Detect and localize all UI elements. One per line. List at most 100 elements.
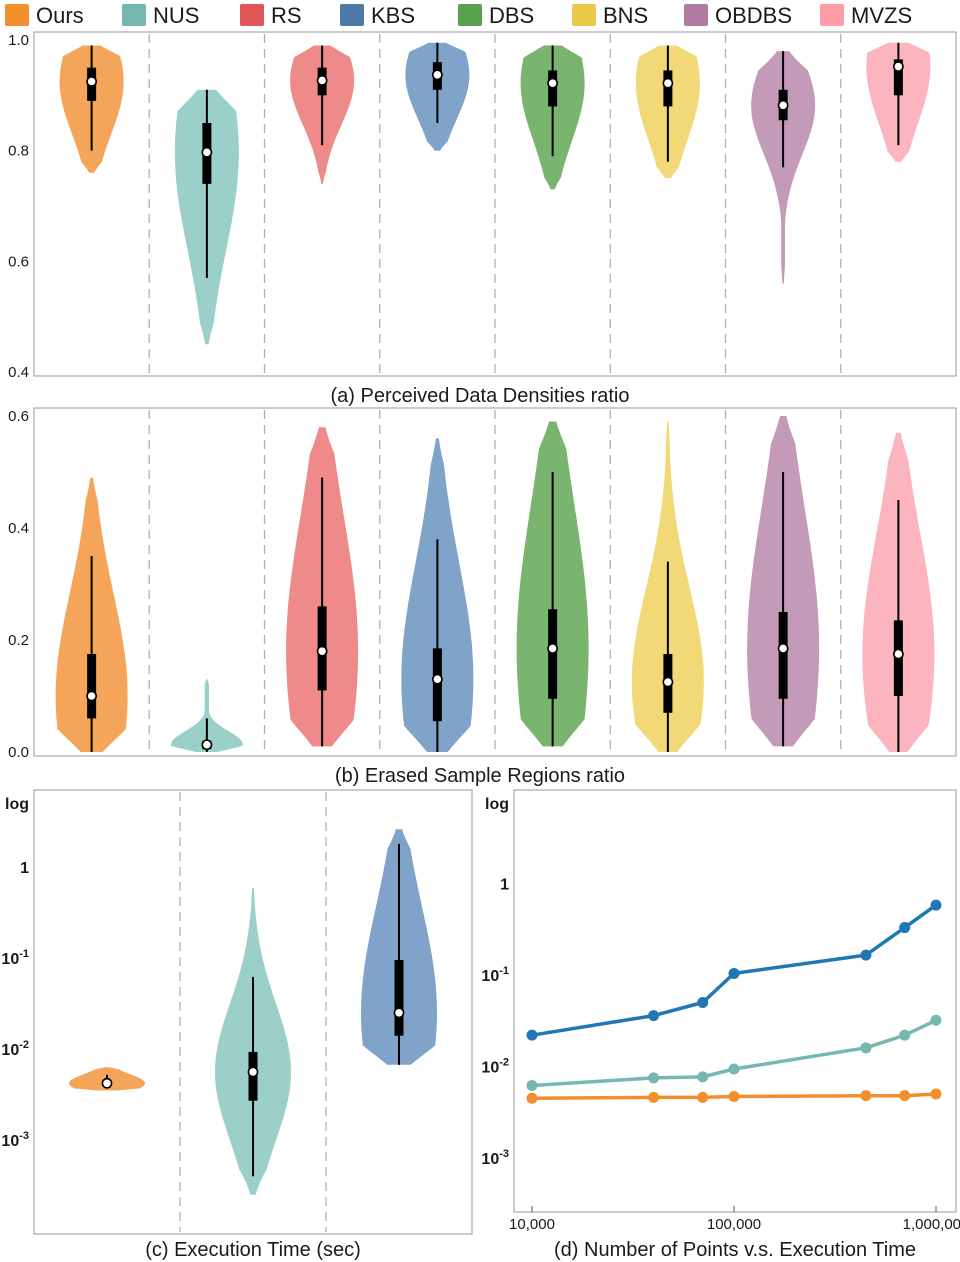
series-line-1 [531, 1018, 937, 1088]
legend-label-dbs: DBS [489, 3, 534, 28]
series-0-point-1 [648, 1010, 660, 1022]
median-dot-ours [86, 76, 98, 87]
y-axis-label: log [5, 796, 29, 813]
y-tick-label: 10-1 [481, 965, 509, 985]
median-dot-mvzs [892, 61, 904, 72]
violin-nus [170, 679, 243, 752]
panel-caption: (c) Execution Time (sec) [145, 1239, 361, 1261]
y-axis-label: log [485, 796, 509, 813]
legend-swatch-obdbs [684, 4, 708, 26]
legend-swatch-mvzs [820, 4, 844, 26]
series-0-point-5 [899, 922, 911, 934]
violin-obdbs [751, 51, 816, 284]
x-tick-label: 10,000 [509, 1216, 555, 1233]
median-dot-kbs [393, 1007, 405, 1019]
y-tick-label: 1 [20, 860, 29, 877]
median-dot-rs [316, 74, 328, 86]
legend-label-rs: RS [271, 3, 302, 28]
plot-frame [33, 789, 473, 1235]
median-dot-bns [662, 77, 674, 89]
panel-a-violin-chart: 0.4 0.6 0.8 1.0 (a) Perceived Data Densities… [8, 31, 957, 407]
median-dot-obdbs [777, 643, 789, 654]
y-tick-label: 0.4 [8, 364, 29, 381]
median-dot-obdbs [777, 99, 789, 111]
series-0-point-0 [526, 1029, 538, 1041]
legend-swatch-nus [122, 4, 146, 26]
x-tick-label: 1,000,000 [903, 1216, 960, 1233]
y-tick-label: 1 [500, 877, 509, 894]
median-dot-nus [247, 1066, 259, 1078]
iqr-box-dbs [548, 609, 558, 699]
y-tick-label: 1.0 [8, 32, 29, 49]
legend-label-kbs: KBS [371, 3, 415, 28]
series-0-point-2 [697, 997, 709, 1009]
legend-swatch-dbs [458, 4, 482, 26]
series-1-point-5 [899, 1029, 911, 1041]
iqr-box-obdbs [778, 612, 788, 699]
y-tick-label: 10-1 [1, 948, 29, 968]
series-2-point-6 [930, 1088, 942, 1100]
panel-b-violin-chart: 0.0 0.2 0.4 0.6 (b) Erased Sample Regions ra… [8, 407, 957, 787]
median-dot-dbs [547, 643, 559, 654]
legend-label-ours: Ours [36, 3, 84, 28]
panel-caption: (a) Perceived Data Densities ratio [330, 385, 629, 407]
series-0-point-6 [930, 899, 942, 911]
y-tick-label: 0.6 [8, 253, 29, 270]
legend-label-obdbs: OBDBS [715, 3, 792, 28]
series-2-point-1 [648, 1091, 660, 1103]
series-1-point-4 [860, 1042, 872, 1054]
iqr-box-mvzs [893, 59, 903, 96]
panel-caption: (b) Erased Sample Regions ratio [335, 765, 625, 787]
legend-label-bns: BNS [603, 3, 648, 28]
series-2-point-5 [899, 1090, 911, 1102]
series-1-point-6 [930, 1014, 942, 1026]
series-2-point-4 [860, 1090, 872, 1102]
y-tick-label: 10-2 [481, 1057, 509, 1077]
y-tick-label: 0.8 [8, 143, 29, 160]
iqr-box-ours [87, 654, 97, 719]
legend-swatch-bns [572, 4, 596, 26]
legend-swatch-ours [5, 4, 29, 26]
series-1-point-3 [728, 1063, 740, 1075]
y-tick-label: 0.4 [8, 520, 29, 537]
y-tick-label: 0.2 [8, 632, 29, 649]
y-tick-label: 10-3 [481, 1148, 509, 1168]
legend-swatch-kbs [340, 4, 364, 26]
series-2-point-0 [526, 1092, 538, 1104]
median-dot-rs [316, 645, 328, 657]
median-dot-nus [201, 146, 213, 158]
legend-label-mvzs: MVZS [851, 3, 912, 28]
legend: Ours NUS RS KBS DBS BNS OBDBS MVZS [5, 3, 912, 28]
panel-c-violin-chart: log 1 10-1 10-2 10-3 (c) Execution Time (sec) [1, 789, 473, 1261]
median-dot-ours [101, 1077, 113, 1089]
series-0-point-3 [728, 967, 740, 979]
median-dot-dbs [547, 77, 559, 89]
iqr-box-kbs [394, 960, 404, 1036]
median-dot-ours [86, 690, 98, 702]
legend-label-nus: NUS [153, 3, 199, 28]
series-1-point-1 [648, 1072, 660, 1084]
median-dot-mvzs [892, 648, 904, 660]
series-2-point-3 [728, 1091, 740, 1103]
x-tick-label: 100,000 [707, 1216, 761, 1233]
legend-swatch-rs [240, 4, 264, 26]
series-1-point-2 [697, 1071, 709, 1083]
y-tick-label: 10-3 [1, 1130, 29, 1150]
plot-frame [513, 789, 957, 1213]
median-dot-kbs [431, 69, 443, 81]
panel-caption: (d) Number of Points v.s. Execution Time [554, 1239, 916, 1261]
panel-d-line-chart: log 1 10-1 10-2 10-3 10,000 100,000 1,000,000 (d… [481, 789, 960, 1261]
plot-frame [33, 31, 957, 377]
series-1-point-0 [526, 1079, 538, 1091]
y-tick-label: 0.0 [8, 744, 29, 761]
iqr-box-kbs [432, 648, 442, 722]
y-tick-label: 0.6 [8, 408, 29, 425]
y-tick-label: 10-2 [1, 1039, 29, 1059]
series-2-point-2 [697, 1091, 709, 1103]
median-dot-kbs [431, 673, 443, 685]
median-dot-nus [201, 739, 213, 751]
median-dot-bns [662, 676, 674, 688]
series-0-point-4 [860, 949, 872, 961]
plot-frame [33, 407, 957, 757]
